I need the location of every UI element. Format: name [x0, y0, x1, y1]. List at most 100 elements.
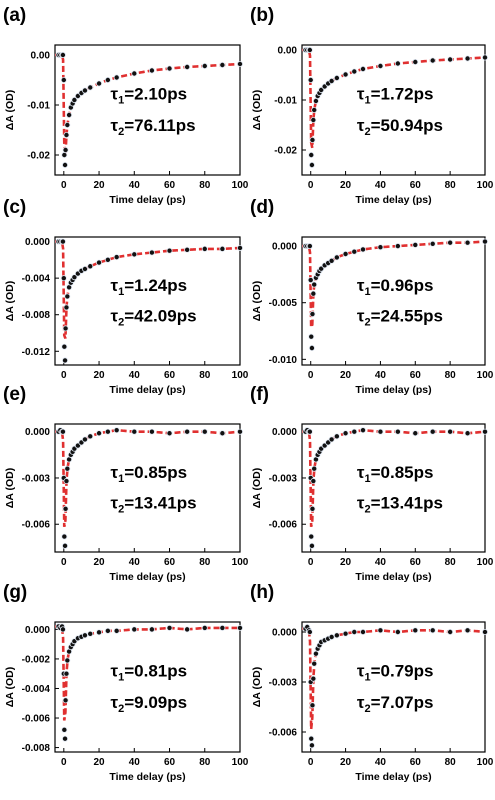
data-point: [62, 357, 69, 364]
x-tick-label: 100: [232, 557, 249, 568]
y-tick-label: 0.000: [272, 242, 297, 253]
data-point: [62, 542, 69, 549]
data-point: [342, 71, 349, 78]
data-point: [60, 275, 67, 282]
x-tick-label: 40: [375, 370, 387, 381]
data-point: [96, 259, 103, 266]
y-tick-label: -0.02: [27, 151, 50, 162]
x-tick-label: 60: [164, 557, 176, 568]
plot-frame: [54, 621, 241, 753]
x-axis-title: Time delay (ps): [355, 771, 431, 783]
data-point: [184, 626, 191, 633]
x-tick-label: 80: [199, 370, 211, 381]
x-tick-label: 40: [129, 557, 141, 568]
data-point: [311, 465, 318, 472]
x-tick-label: 60: [164, 757, 176, 768]
x-axis-title: Time delay (ps): [109, 384, 185, 396]
plot-frame: [54, 236, 241, 366]
data-point: [148, 67, 155, 74]
data-point: [131, 70, 138, 77]
data-point: [148, 249, 155, 256]
data-point: [412, 59, 419, 66]
data-point: [333, 254, 340, 261]
fit-curve: [55, 53, 241, 155]
data-point: [481, 428, 488, 435]
data-point: [87, 630, 94, 637]
y-tick-label: 0.00: [278, 46, 298, 57]
data-point: [310, 117, 317, 124]
x-tick-label: 0: [308, 180, 314, 191]
data-point: [60, 77, 67, 84]
data-point: [61, 343, 68, 350]
tau2-annotation: τ2=13.41ps: [357, 493, 443, 515]
x-tick-label: 0: [308, 370, 314, 381]
tau1-annotation: τ1=0.81ps: [111, 662, 188, 684]
x-tick-label: 40: [129, 757, 141, 768]
y-tick-label: -0.004: [22, 684, 51, 695]
tau2-annotation: τ2=50.94ps: [357, 116, 443, 138]
tau1-annotation: τ1=1.72ps: [357, 85, 434, 107]
data-point: [166, 430, 173, 437]
data-point: [394, 243, 401, 250]
tau2-annotation: τ2=76.11ps: [111, 116, 196, 138]
chart-panel: 0 20 40 60 80 100 0.000 -0.003 -0.006 Time delay …: [250, 384, 494, 583]
y-tick-label: -0.01: [274, 96, 297, 107]
x-tick-label: 100: [477, 180, 494, 191]
chart-panel: 0 20 40 60 80 100 0.00 -0.01 -0.02 Time delay (ps…: [250, 5, 494, 206]
data-point: [63, 131, 70, 138]
x-tick-label: 0: [61, 557, 67, 568]
data-point: [429, 240, 436, 247]
data-point: [328, 634, 335, 641]
data-point: [59, 238, 66, 245]
data-point: [447, 428, 454, 435]
data-point: [219, 624, 226, 631]
y-tick-label: 0.000: [25, 237, 50, 248]
data-point: [219, 245, 226, 252]
data-point: [481, 238, 488, 245]
y-tick-label: -0.006: [269, 728, 298, 739]
data-point: [81, 436, 88, 443]
tau2-annotation: τ2=24.55ps: [357, 306, 443, 328]
data-point: [148, 428, 155, 435]
x-tick-label: 100: [232, 757, 249, 768]
data-point: [184, 246, 191, 253]
x-tick-label: 80: [199, 757, 211, 768]
y-tick-label: -0.002: [22, 654, 51, 665]
x-axis-title: Time delay (ps): [355, 384, 431, 396]
data-point: [342, 430, 349, 437]
tau1-annotation: τ1=2.10ps: [111, 85, 188, 107]
y-axis-title: ΔA (OD): [4, 667, 16, 707]
data-point: [464, 627, 471, 634]
data-point: [66, 112, 73, 119]
panel-label: (a): [3, 5, 26, 26]
data-point: [104, 428, 111, 435]
data-point: [394, 60, 401, 67]
data-point: [63, 478, 70, 485]
data-point: [359, 629, 366, 636]
x-tick-label: 0: [308, 757, 314, 768]
y-tick-label: 0.000: [25, 427, 50, 438]
x-tick-label: 80: [199, 557, 211, 568]
x-tick-label: 60: [410, 180, 422, 191]
x-tick-label: 60: [410, 370, 422, 381]
y-tick-label: -0.003: [22, 473, 51, 484]
data-point: [113, 427, 120, 434]
plot-frame: [301, 423, 486, 553]
data-point: [447, 629, 454, 636]
x-tick-label: 80: [199, 180, 211, 191]
data-point: [201, 245, 208, 252]
data-point: [377, 63, 384, 70]
data-point: [104, 256, 111, 263]
panel-label: (c): [3, 197, 26, 218]
data-point: [62, 505, 69, 512]
data-point: [412, 241, 419, 248]
data-point: [61, 533, 68, 540]
data-point: [81, 632, 88, 639]
tau1-annotation: τ1=0.85ps: [111, 463, 188, 485]
y-axis-title: ΔA (OD): [251, 468, 263, 508]
tau2-annotation: τ2=9.09ps: [111, 693, 188, 715]
data-point: [131, 251, 138, 258]
x-tick-label: 20: [93, 370, 105, 381]
data-point: [61, 151, 68, 158]
